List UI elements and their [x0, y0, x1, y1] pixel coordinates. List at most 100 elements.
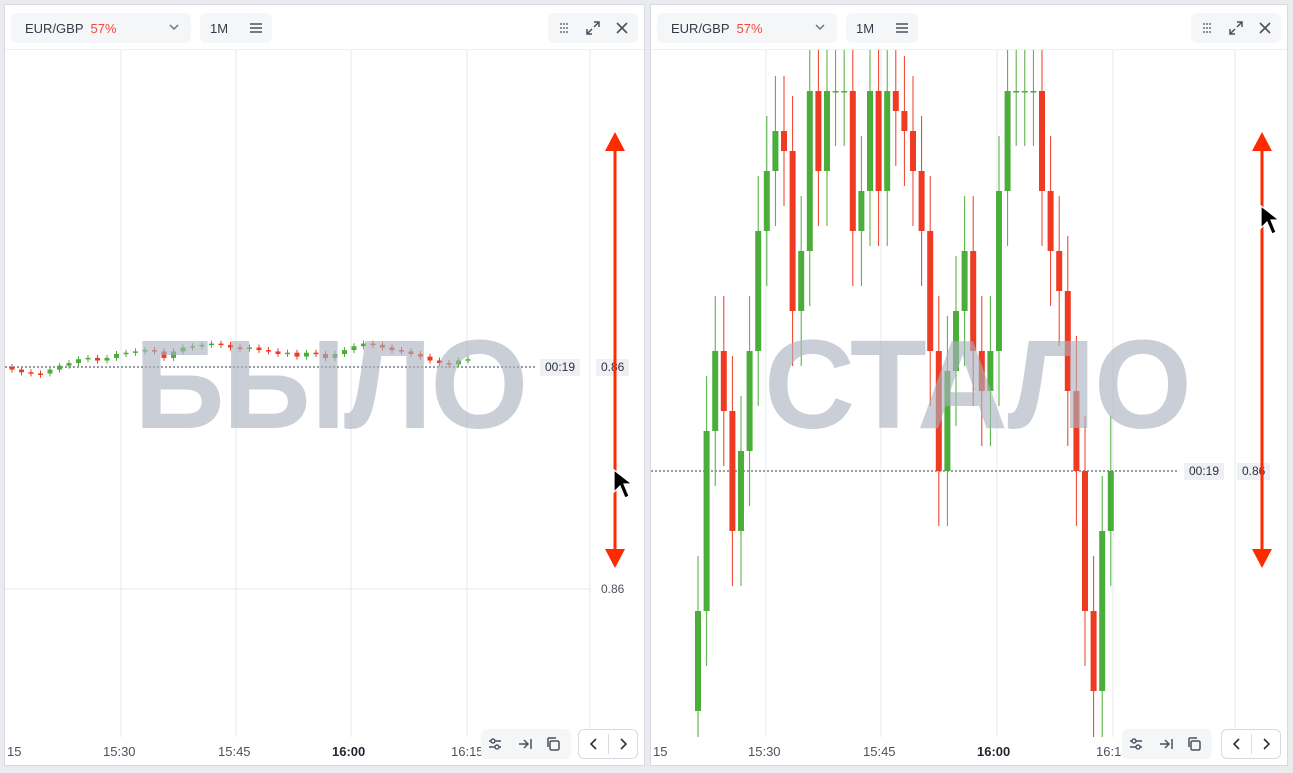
symbol-selector[interactable]: EUR/GBP 57%: [657, 13, 837, 43]
candle: [171, 351, 176, 358]
time-axis-label: 15:45: [218, 744, 251, 759]
candle: [285, 352, 290, 355]
candle: [824, 91, 830, 171]
symbol-label: EUR/GBP: [25, 20, 84, 36]
candle: [418, 354, 423, 357]
candle: [228, 344, 233, 348]
candle: [313, 352, 319, 355]
candle: [1064, 291, 1071, 391]
candle: [935, 351, 942, 471]
candle: [95, 357, 100, 361]
candle: [1013, 91, 1020, 93]
candle: [927, 231, 934, 351]
candle: [755, 231, 762, 351]
candle: [180, 347, 186, 352]
chart-panel-before: EUR/GBP 57% 1M 15 15:30 15:45 16:00 16:1…: [4, 4, 645, 766]
candle: [798, 251, 805, 311]
candle: [190, 346, 195, 348]
candle: [867, 91, 873, 191]
timeframe-selector[interactable]: 1M: [200, 13, 272, 43]
payout-percent: 57%: [736, 20, 763, 36]
candle: [446, 363, 452, 365]
symbol-label: EUR/GBP: [671, 20, 730, 36]
candle: [323, 354, 328, 358]
candle: [133, 351, 138, 353]
candle: [1056, 251, 1063, 291]
candlestick-chart-before[interactable]: [5, 5, 645, 766]
close-icon[interactable]: [1257, 20, 1273, 36]
candle: [996, 191, 1002, 351]
indicators-icon[interactable]: [487, 736, 503, 752]
grid-icon[interactable]: [1199, 20, 1215, 36]
candle: [57, 365, 62, 370]
copy-icon[interactable]: [1186, 736, 1202, 752]
candle: [849, 91, 856, 231]
candle: [361, 343, 366, 347]
candle: [729, 411, 736, 531]
time-axis-label: 16:15: [1096, 744, 1129, 759]
time-axis-label: 16:00: [977, 744, 1011, 759]
candle: [789, 151, 796, 311]
candle: [763, 171, 770, 231]
chevron-right-icon[interactable]: [615, 736, 631, 752]
chart-bottom-tools: [1122, 729, 1212, 759]
candle: [437, 360, 442, 364]
expand-icon[interactable]: [1228, 20, 1244, 36]
timeframe-selector[interactable]: 1M: [846, 13, 918, 43]
menu-icon[interactable]: [895, 21, 909, 35]
candle: [28, 372, 34, 374]
candle: [1082, 471, 1088, 611]
timeframe-label: 1M: [856, 20, 875, 36]
candle: [19, 369, 24, 373]
candle: [712, 351, 719, 431]
candle: [746, 351, 753, 451]
candle: [370, 343, 376, 346]
candlestick-chart-after[interactable]: [651, 5, 1288, 766]
scroll-to-end-icon[interactable]: [517, 736, 533, 752]
menu-icon[interactable]: [249, 21, 263, 35]
candle: [380, 344, 385, 348]
candle: [695, 611, 701, 711]
scroll-to-end-icon[interactable]: [1158, 736, 1174, 752]
candle: [218, 343, 224, 346]
candle: [892, 91, 899, 111]
symbol-selector[interactable]: EUR/GBP 57%: [11, 13, 191, 43]
candle: [85, 357, 91, 360]
divider: [1251, 734, 1252, 754]
chart-toolbar: EUR/GBP 57% 1M: [651, 5, 1287, 50]
candle: [152, 350, 157, 352]
candle: [961, 251, 968, 311]
candle: [806, 91, 813, 251]
candle: [142, 350, 148, 352]
copy-icon[interactable]: [545, 736, 561, 752]
chevron-down-icon: [815, 24, 825, 31]
candle: [978, 351, 985, 391]
candle: [66, 363, 72, 366]
chevron-left-icon[interactable]: [1229, 736, 1245, 752]
candle: [161, 351, 167, 358]
candle: [970, 251, 977, 351]
candle: [987, 351, 994, 391]
time-axis-label: 16:15: [451, 744, 484, 759]
candle: [918, 171, 925, 231]
grid-icon[interactable]: [556, 20, 572, 36]
candle: [1090, 611, 1097, 691]
candle: [901, 111, 908, 131]
candle: [1073, 391, 1080, 471]
candle-timer-badge: 00:19: [540, 359, 581, 376]
candle: [1039, 91, 1045, 191]
candle: [399, 350, 404, 352]
candle: [294, 352, 300, 357]
candle: [342, 350, 347, 354]
divider: [608, 734, 609, 754]
expand-icon[interactable]: [585, 20, 601, 36]
indicators-icon[interactable]: [1128, 736, 1144, 752]
candle: [1099, 531, 1106, 691]
candle: [841, 91, 848, 93]
window-controls: [548, 13, 638, 43]
chevron-right-icon[interactable]: [1258, 736, 1274, 752]
candle: [247, 347, 252, 349]
chevron-left-icon[interactable]: [586, 736, 602, 752]
close-icon[interactable]: [614, 20, 630, 36]
candle: [427, 356, 433, 361]
